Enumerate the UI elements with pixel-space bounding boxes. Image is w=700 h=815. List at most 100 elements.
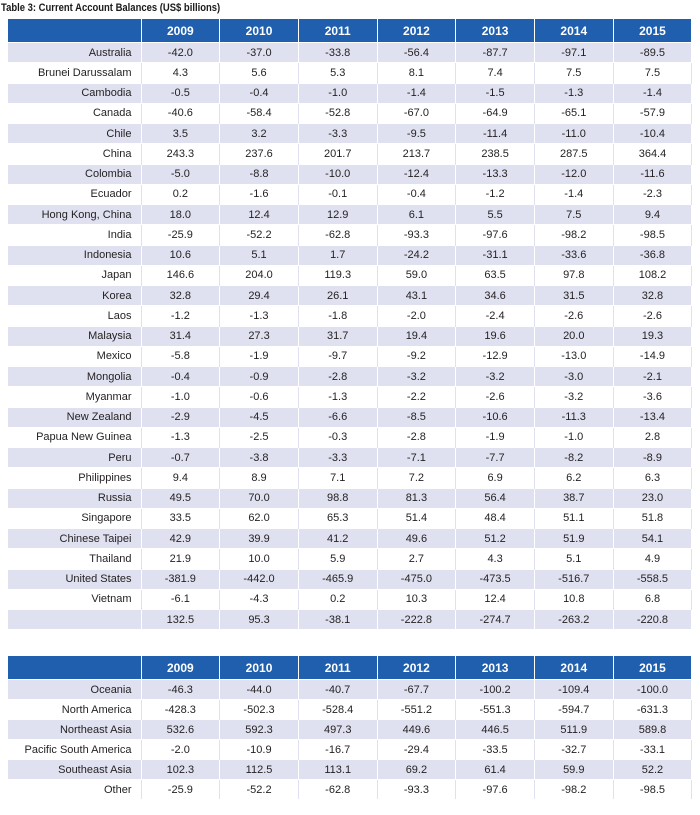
row-label: Philippines: [8, 467, 142, 488]
value-cell: 4.9: [613, 548, 693, 569]
value-cell: -0.7: [141, 446, 221, 468]
table-row: Australia -42.0 -37.0 -33.8 -56.4 -87.7 -97.1-…: [8, 41, 693, 63]
value-cell: 29.4: [219, 284, 299, 306]
value-cell: 146.6: [141, 264, 221, 286]
value-cell: -98.2: [534, 224, 614, 245]
value-cell: -2.6: [455, 386, 535, 407]
value-cell: 7.1: [298, 467, 378, 488]
value-cell: -33.6: [534, 244, 614, 266]
value-cell: 51.8: [613, 507, 693, 529]
row-label: Peru: [8, 446, 142, 468]
row-label: [8, 609, 142, 630]
value-cell: -6.1: [141, 588, 221, 610]
value-cell: -473.5: [455, 568, 535, 590]
value-cell: -8.2: [534, 446, 614, 468]
year-header: 2012: [377, 19, 457, 43]
value-cell: 446.5: [455, 719, 535, 740]
table-row: China 243.3 237.6 201.7 213.7 238.5 287.5 364.4: [8, 143, 693, 164]
value-cell: -220.8: [613, 609, 693, 630]
value-cell: 364.4: [613, 143, 693, 164]
value-cell: -16.7: [298, 739, 378, 760]
value-cell: 19.4: [377, 325, 457, 347]
value-cell: 9.4: [613, 203, 693, 225]
value-cell: 49.5: [141, 487, 221, 509]
table-row: 132.5 95.3 -38.1 -222.8 -274.7 -263.2 -220.8: [8, 609, 693, 630]
value-cell: -274.7: [455, 609, 535, 630]
value-cell: -31.1: [455, 244, 535, 266]
table-row: Canada -40.6 -58.4 -52.8 -67.0 -64.9 -65.1 -57.…: [8, 102, 693, 124]
row-label: Singapore: [8, 507, 142, 529]
value-cell: 0.2: [141, 183, 221, 205]
value-cell: -465.9: [298, 568, 378, 590]
value-cell: 10.6: [141, 244, 221, 266]
value-cell: 112.5: [219, 759, 299, 780]
value-cell: 51.4: [377, 507, 457, 529]
value-cell: 497.3: [298, 719, 378, 740]
value-cell: -44.0: [219, 679, 299, 700]
value-cell: -33.8: [298, 41, 378, 63]
current-account-table: 2009 2010 2011 2012 2013 2014 2015 Australia -4…: [8, 19, 693, 630]
year-header: 2009: [141, 656, 221, 680]
value-cell: -3.8: [219, 446, 299, 468]
year-header: 2015: [613, 656, 693, 680]
value-cell: 7.5: [613, 62, 693, 83]
row-label: Other: [8, 779, 142, 799]
value-cell: -1.8: [298, 305, 378, 326]
row-label: Northeast Asia: [8, 719, 142, 740]
value-cell: -0.9: [219, 365, 299, 387]
value-cell: -100.0: [613, 679, 693, 700]
value-cell: -10.9: [219, 739, 299, 760]
row-label: India: [8, 224, 142, 245]
table-row: Thailand 21.9 10.0 5.9 2.7 4.3 5.1 4.9: [8, 548, 693, 569]
value-cell: 51.2: [455, 527, 535, 549]
value-cell: 102.3: [141, 759, 221, 780]
value-cell: 62.0: [219, 507, 299, 529]
value-cell: -11.0: [534, 122, 614, 144]
value-cell: -528.4: [298, 699, 378, 720]
table-row: Ecuador 0.2 -1.6 -0.1 -0.4 -1.2 -1.4 -2.3: [8, 183, 693, 205]
row-label: Australia: [8, 41, 142, 63]
value-cell: 8.1: [377, 62, 457, 83]
table-row: Brunei Darussalam 4.3 5.6 5.3 8.1 7.4 7.5 7.5: [8, 62, 693, 83]
header-row: 2009 2010 2011 2012 2013 2014 2015: [8, 656, 693, 680]
row-label: Thailand: [8, 548, 142, 569]
regional-summary-table: 2009 2010 2011 2012 2013 2014 2015 Oceania -46.…: [8, 656, 693, 799]
row-label: Papua New Guinea: [8, 426, 142, 448]
value-cell: 119.3: [298, 264, 378, 286]
value-cell: 287.5: [534, 143, 614, 164]
value-cell: -109.4: [534, 679, 614, 700]
value-cell: 59.0: [377, 264, 457, 286]
value-cell: -12.4: [377, 163, 457, 185]
value-cell: -1.5: [455, 82, 535, 104]
table-row: Colombia -5.0 -8.8 -10.0 -12.4 -13.3 -12.0 -11.…: [8, 163, 693, 185]
value-cell: -8.5: [377, 406, 457, 428]
value-cell: 26.1: [298, 284, 378, 306]
value-cell: -33.1: [613, 739, 693, 760]
row-label: Mongolia: [8, 365, 142, 387]
row-label: Pacific South America: [8, 739, 142, 760]
value-cell: -9.5: [377, 122, 457, 144]
value-cell: -62.8: [298, 224, 378, 245]
value-cell: 532.6: [141, 719, 221, 740]
value-cell: 31.5: [534, 284, 614, 306]
value-cell: -3.0: [534, 365, 614, 387]
value-cell: -98.5: [613, 779, 693, 799]
value-cell: -58.4: [219, 102, 299, 124]
value-cell: -40.6: [141, 102, 221, 124]
value-cell: 449.6: [377, 719, 457, 740]
row-label: Cambodia: [8, 82, 142, 104]
value-cell: -3.2: [534, 386, 614, 407]
value-cell: 59.9: [534, 759, 614, 780]
table-row: India -25.9 -52.2 -62.8 -93.3 -97.6 -98.2 -98.5: [8, 224, 693, 245]
table-row: Hong Kong, China 18.0 12.4 12.9 6.1 5.5 7.5 9.4: [8, 203, 693, 225]
value-cell: 49.6: [377, 527, 457, 549]
value-cell: 7.4: [455, 62, 535, 83]
value-cell: -11.6: [613, 163, 693, 185]
value-cell: 18.0: [141, 203, 221, 225]
row-label: Brunei Darussalam: [8, 62, 142, 83]
value-cell: 51.1: [534, 507, 614, 529]
table-row: Japan 146.6 204.0 119.3 59.0 63.5 97.8 108.2: [8, 264, 693, 286]
value-cell: -5.8: [141, 345, 221, 367]
value-cell: -6.6: [298, 406, 378, 428]
table-row: Singapore 33.5 62.0 65.3 51.4 48.4 51.1 51.8: [8, 507, 693, 529]
